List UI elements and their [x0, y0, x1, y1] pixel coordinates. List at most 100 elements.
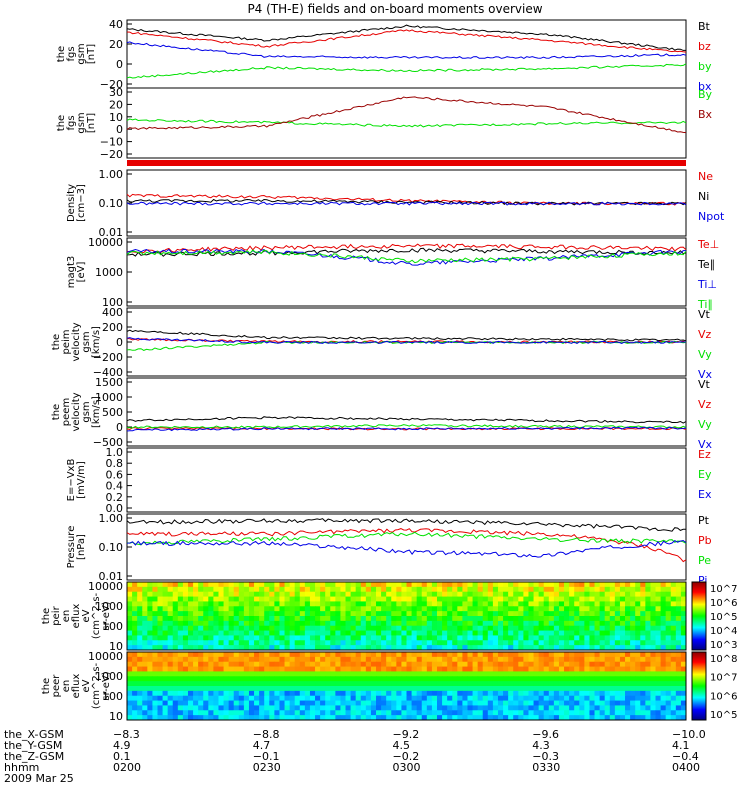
- spectrogram-cell: [289, 591, 296, 598]
- spectrogram-cell: [487, 715, 494, 721]
- spectrogram-cell: [213, 630, 219, 636]
- spectrogram-cell: [147, 705, 153, 711]
- spectrogram-cell: [279, 695, 286, 702]
- spectrogram-cell: [538, 710, 545, 716]
- spectrogram-cell: [284, 586, 291, 593]
- spectrogram-cell: [538, 606, 545, 612]
- spectrogram-cell: [289, 705, 296, 711]
- spectrogram-cell: [462, 656, 468, 663]
- spectrogram-cell: [574, 652, 580, 658]
- spectrogram-cell: [462, 591, 468, 598]
- spectrogram-cell: [548, 640, 555, 646]
- series-fgs-green: [126, 63, 687, 79]
- spectrogram-cell: [564, 640, 570, 646]
- spectrogram-cell: [447, 606, 453, 612]
- spectrogram-cell: [442, 705, 448, 711]
- spectrogram-cell: [182, 661, 189, 668]
- spectrogram-cell: [594, 715, 601, 721]
- spectrogram-cell: [254, 715, 260, 721]
- spectrogram-cell: [284, 656, 291, 663]
- spectrogram-cell: [421, 611, 428, 617]
- spectrogram-cell: [447, 671, 453, 677]
- spectrogram-cell: [609, 695, 616, 702]
- spectrogram-cell: [381, 586, 387, 593]
- spectrogram-cell: [238, 611, 245, 617]
- spectrogram-cell: [243, 695, 250, 702]
- spectrogram-cell: [365, 586, 372, 593]
- spectrogram-cell: [538, 695, 545, 702]
- spectrogram-cell: [340, 705, 347, 711]
- spectrogram-cell: [233, 652, 240, 658]
- spectrogram-cell: [558, 710, 565, 716]
- spectrogram-cell: [248, 620, 255, 627]
- spectrogram-cell: [370, 676, 377, 682]
- spectrogram-cell: [528, 686, 535, 692]
- spectrogram-cell: [162, 582, 169, 588]
- spectrogram-cell: [396, 620, 402, 627]
- panel-frame: [126, 237, 687, 307]
- spectrogram-cell: [436, 656, 443, 663]
- spectrogram-cell: [182, 620, 189, 627]
- spectrogram-cell: [391, 686, 397, 692]
- spectrogram-cell: [340, 630, 347, 636]
- spectrogram-cell: [233, 611, 240, 617]
- spectrogram-cell: [635, 620, 641, 627]
- spectrogram-cell: [503, 700, 509, 706]
- spectrogram-cell: [365, 652, 372, 658]
- spectrogram-cell: [421, 695, 428, 702]
- spectrogram-cell: [452, 715, 458, 721]
- spectrogram-cell: [553, 666, 560, 672]
- spectrogram-cell: [518, 700, 524, 706]
- spectrogram-cell: [304, 635, 311, 641]
- spectrogram-cell: [528, 640, 535, 646]
- spectrogram-cell: [152, 690, 158, 697]
- spectrogram-cell: [635, 705, 641, 711]
- spectrogram-cell: [182, 606, 189, 612]
- spectrogram-cell: [670, 656, 677, 663]
- spectrogram-cell: [655, 625, 662, 632]
- ylabel-line: gsm: [76, 112, 87, 133]
- spectrogram-cell: [558, 591, 565, 598]
- spectrogram-cell: [147, 601, 153, 607]
- spectrogram-cell: [228, 681, 235, 687]
- spectrogram-cell: [584, 690, 590, 697]
- spectrogram-cell: [269, 681, 275, 687]
- spectrogram-cell: [411, 640, 418, 646]
- spectrogram-cell: [477, 586, 484, 593]
- spectrogram-cell: [172, 645, 179, 651]
- spectrogram-cell: [630, 661, 636, 668]
- spectrogram-cell: [259, 661, 265, 668]
- spectrogram-cell: [203, 671, 209, 677]
- spectrogram-cell: [538, 596, 545, 602]
- panel-peir_spec: 10000100010010thepeirenefluxeV(cm^2-s-sr…: [41, 580, 737, 653]
- spectrogram-cell: [579, 630, 585, 636]
- spectrogram-cell: [238, 620, 245, 627]
- spectrogram-cell: [640, 606, 646, 612]
- spectrogram-cell: [538, 640, 545, 646]
- spectrogram-cell: [208, 616, 214, 622]
- spectrogram-cell: [127, 591, 133, 598]
- spectrogram-cell: [645, 676, 651, 682]
- spectrogram-cell: [157, 606, 164, 612]
- spectrogram-cell: [259, 611, 265, 617]
- spectrogram-cell: [503, 635, 509, 641]
- spectrogram-cell: [538, 700, 545, 706]
- spectrogram-cell: [330, 715, 336, 721]
- spectrogram-cell: [147, 671, 153, 677]
- spectrogram-cell: [289, 620, 296, 627]
- spectrogram-cell: [132, 582, 138, 588]
- spectrogram-cell: [513, 591, 519, 598]
- spectrogram-cell: [431, 582, 438, 588]
- spectrogram-cell: [553, 586, 560, 593]
- spectrogram-cell: [421, 645, 428, 651]
- spectrogram-cell: [640, 681, 646, 687]
- spectrogram-cell: [315, 710, 321, 716]
- spectrogram-cell: [548, 661, 555, 668]
- spectrogram-cell: [411, 601, 418, 607]
- spectrogram-cell: [289, 661, 296, 668]
- spectrogram-cell: [477, 690, 484, 697]
- spectrogram-cell: [513, 606, 519, 612]
- spectrogram-cell: [350, 715, 357, 721]
- spectrogram-cell: [223, 606, 230, 612]
- spectrogram-cell: [198, 656, 204, 663]
